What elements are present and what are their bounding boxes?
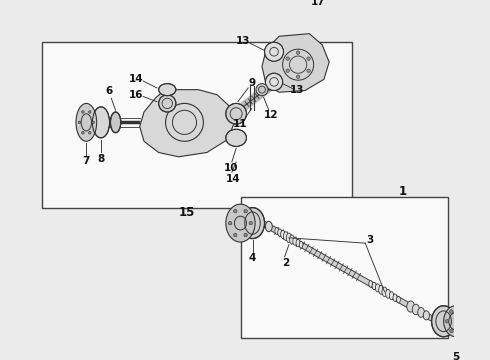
Ellipse shape bbox=[226, 129, 246, 147]
Ellipse shape bbox=[89, 111, 91, 113]
Ellipse shape bbox=[226, 204, 255, 242]
Text: 1: 1 bbox=[398, 185, 406, 198]
Ellipse shape bbox=[244, 233, 247, 237]
Text: 5: 5 bbox=[452, 352, 459, 360]
Ellipse shape bbox=[290, 235, 294, 244]
Ellipse shape bbox=[296, 75, 300, 78]
Ellipse shape bbox=[286, 57, 290, 60]
Text: 12: 12 bbox=[263, 111, 278, 121]
Ellipse shape bbox=[443, 306, 468, 337]
Text: 9: 9 bbox=[248, 78, 255, 88]
Ellipse shape bbox=[281, 230, 285, 238]
Polygon shape bbox=[140, 90, 234, 157]
Ellipse shape bbox=[82, 111, 84, 113]
Ellipse shape bbox=[234, 233, 237, 237]
Ellipse shape bbox=[393, 294, 397, 301]
Ellipse shape bbox=[432, 306, 456, 337]
Ellipse shape bbox=[244, 210, 247, 213]
Ellipse shape bbox=[234, 210, 237, 213]
Ellipse shape bbox=[307, 69, 310, 72]
Ellipse shape bbox=[226, 103, 246, 124]
Ellipse shape bbox=[412, 304, 419, 315]
Ellipse shape bbox=[382, 287, 387, 297]
Polygon shape bbox=[262, 221, 438, 324]
Ellipse shape bbox=[423, 311, 429, 320]
Ellipse shape bbox=[265, 42, 284, 61]
Text: 4: 4 bbox=[249, 253, 256, 264]
Ellipse shape bbox=[278, 229, 282, 237]
Ellipse shape bbox=[286, 69, 290, 72]
Text: 8: 8 bbox=[98, 153, 104, 163]
Text: 11: 11 bbox=[232, 119, 247, 129]
Bar bbox=[43, 42, 352, 208]
Ellipse shape bbox=[266, 221, 272, 231]
Ellipse shape bbox=[228, 221, 232, 225]
Ellipse shape bbox=[266, 73, 283, 90]
Ellipse shape bbox=[386, 289, 391, 298]
Text: 10: 10 bbox=[224, 163, 238, 173]
Ellipse shape bbox=[92, 107, 110, 138]
Ellipse shape bbox=[463, 320, 466, 323]
Ellipse shape bbox=[296, 51, 300, 54]
Ellipse shape bbox=[159, 95, 176, 112]
Ellipse shape bbox=[89, 131, 91, 134]
Ellipse shape bbox=[296, 239, 300, 247]
Ellipse shape bbox=[297, 15, 304, 22]
Ellipse shape bbox=[78, 121, 81, 123]
Ellipse shape bbox=[379, 285, 384, 294]
Ellipse shape bbox=[450, 310, 453, 313]
Ellipse shape bbox=[372, 282, 376, 289]
Ellipse shape bbox=[369, 280, 372, 287]
Text: 16: 16 bbox=[129, 90, 144, 100]
Ellipse shape bbox=[249, 221, 252, 225]
Ellipse shape bbox=[418, 307, 424, 317]
Text: 15: 15 bbox=[179, 206, 195, 219]
Ellipse shape bbox=[458, 329, 462, 333]
Text: 17: 17 bbox=[311, 0, 325, 7]
Ellipse shape bbox=[159, 84, 176, 96]
Text: 3: 3 bbox=[367, 235, 374, 245]
Ellipse shape bbox=[396, 296, 400, 303]
Ellipse shape bbox=[283, 232, 288, 240]
Ellipse shape bbox=[407, 301, 415, 312]
Ellipse shape bbox=[458, 310, 462, 313]
Bar bbox=[241, 197, 448, 338]
Ellipse shape bbox=[450, 329, 453, 333]
Ellipse shape bbox=[293, 237, 297, 245]
Ellipse shape bbox=[307, 57, 310, 60]
Ellipse shape bbox=[92, 121, 95, 123]
Ellipse shape bbox=[445, 320, 449, 323]
Ellipse shape bbox=[241, 208, 265, 239]
Ellipse shape bbox=[275, 228, 279, 234]
Polygon shape bbox=[262, 34, 329, 92]
Ellipse shape bbox=[375, 284, 380, 292]
Text: 13: 13 bbox=[290, 85, 304, 95]
Ellipse shape bbox=[390, 292, 394, 300]
Ellipse shape bbox=[299, 241, 303, 248]
Ellipse shape bbox=[76, 103, 97, 141]
Text: 13: 13 bbox=[236, 36, 250, 46]
Ellipse shape bbox=[110, 112, 121, 133]
Text: 7: 7 bbox=[83, 156, 90, 166]
Text: 14: 14 bbox=[129, 74, 144, 84]
Ellipse shape bbox=[286, 233, 292, 243]
Ellipse shape bbox=[256, 84, 268, 96]
Text: 14: 14 bbox=[225, 174, 240, 184]
Ellipse shape bbox=[82, 131, 84, 134]
Text: 2: 2 bbox=[282, 258, 289, 268]
Text: 6: 6 bbox=[105, 86, 112, 96]
